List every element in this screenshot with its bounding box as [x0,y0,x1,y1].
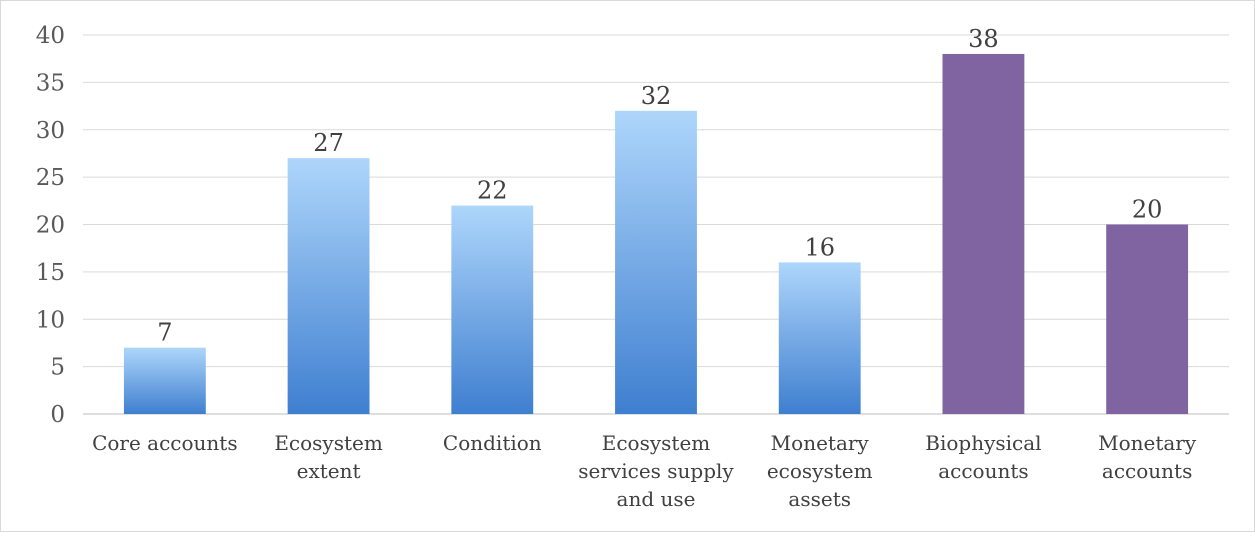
y-tick-label: 15 [36,260,65,286]
y-tick-label: 35 [36,70,65,96]
y-tick-label: 25 [36,165,65,191]
category-label: Monetary accounts [1098,431,1197,483]
y-tick-label: 30 [36,118,65,144]
category-label: Condition [443,431,542,455]
bars [123,53,1189,415]
category-label: Biophysical accounts [925,431,1041,483]
bar [123,347,206,414]
bar [287,158,370,414]
data-label: 38 [968,25,999,53]
data-label: 7 [157,319,172,347]
data-label: 16 [804,233,835,261]
y-axis-ticks: 0 5 10 15 20 25 30 35 40 [36,23,65,428]
category-label: Core accounts [92,431,238,455]
y-tick-label: 10 [36,307,65,333]
category-label: Ecosystem extent [274,431,383,483]
data-label: 32 [641,82,672,110]
data-label: 20 [1132,196,1163,224]
y-tick-label: 40 [36,23,65,49]
y-tick-label: 20 [36,213,65,239]
bar [615,110,697,415]
data-label: 22 [477,177,508,205]
bar [778,262,861,414]
data-labels: 7 27 22 32 16 38 20 [157,25,1162,347]
category-label: Monetary ecosystem assets [767,431,873,511]
bar [1106,224,1189,414]
bar [942,53,1025,414]
y-tick-label: 0 [50,402,65,428]
bar [451,205,534,414]
x-axis-categories: Core accounts Ecosystem extent Condition Eco… [92,431,1197,511]
category-label: Ecosystem services supply and use [578,431,734,511]
y-tick-label: 5 [50,355,65,381]
data-label: 27 [313,129,344,157]
